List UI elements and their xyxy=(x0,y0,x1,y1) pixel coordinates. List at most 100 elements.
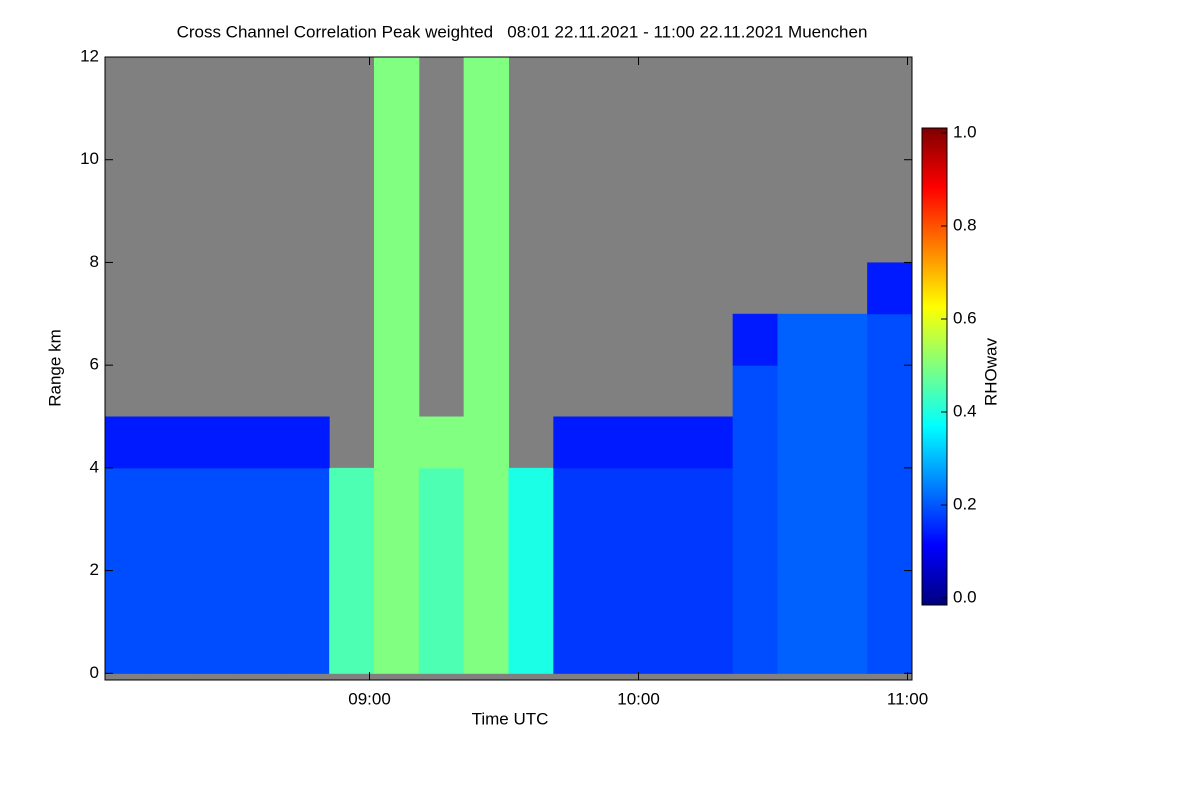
heatmap-cell xyxy=(867,467,913,520)
heatmap-cell xyxy=(463,159,509,212)
heatmap-cell xyxy=(284,570,330,623)
heatmap-cell xyxy=(329,519,375,572)
heatmap-cell xyxy=(374,159,420,212)
heatmap-cell xyxy=(463,57,509,109)
heatmap-cell xyxy=(374,570,420,623)
x-tick-label: 09:00 xyxy=(348,689,391,708)
heatmap-cell xyxy=(239,467,285,520)
heatmap-cell xyxy=(463,416,509,469)
heatmap-cell xyxy=(105,467,151,520)
heatmap-cell xyxy=(867,570,913,623)
heatmap-cell xyxy=(284,519,330,572)
heatmap-cell xyxy=(418,467,465,520)
heatmap-cell xyxy=(374,416,420,469)
heatmap-cell xyxy=(194,467,240,520)
heatmap-cell xyxy=(374,365,420,418)
heatmap-cell xyxy=(463,621,509,674)
x-tick-label: 11:00 xyxy=(887,689,928,708)
heatmap-cell xyxy=(284,416,330,469)
heatmap-cell xyxy=(867,313,913,366)
heatmap-cell xyxy=(732,519,778,572)
heatmap-cell xyxy=(553,519,599,572)
chart-title: Cross Channel Correlation Peak weighted … xyxy=(177,22,868,41)
heatmap-cell xyxy=(643,416,689,469)
plot-frame xyxy=(104,56,913,681)
heatmap-cell xyxy=(374,467,420,520)
heatmap-cell xyxy=(239,519,285,572)
heatmap-cell xyxy=(687,570,734,623)
heatmap-cell xyxy=(822,519,868,572)
heatmap-cell xyxy=(777,365,823,418)
heatmap-cell xyxy=(732,570,778,623)
heatmap-cell xyxy=(822,313,868,366)
heatmap-cell xyxy=(374,621,420,674)
heatmap-cell xyxy=(329,570,375,623)
heatmap-cell xyxy=(643,467,689,520)
heatmap-cell xyxy=(105,621,151,674)
heatmap-cell xyxy=(194,621,240,674)
heatmap-cell xyxy=(418,621,465,674)
heatmap-cell xyxy=(284,621,330,674)
heatmap-cell xyxy=(463,211,509,263)
heatmap-cell xyxy=(687,416,734,469)
heatmap-cell xyxy=(374,211,420,263)
heatmap-cell xyxy=(194,519,240,572)
heatmap-cell xyxy=(822,621,868,674)
heatmap-cell xyxy=(463,519,509,572)
heatmap-cell xyxy=(553,621,599,674)
heatmap-cell xyxy=(463,313,509,366)
colorbar-tick-label: 0.0 xyxy=(953,587,977,606)
heatmap-cell xyxy=(463,262,509,315)
heatmap-cell xyxy=(732,365,778,418)
heatmap-cell xyxy=(867,262,913,315)
heatmap-cell xyxy=(463,365,509,418)
heatmap-cell xyxy=(149,467,196,520)
y-tick-label: 2 xyxy=(90,560,99,579)
y-tick-label: 6 xyxy=(90,355,99,374)
heatmap-cell xyxy=(463,108,509,161)
heatmap-cell xyxy=(418,519,465,572)
heatmap-cell xyxy=(374,262,420,315)
colorbar-tick-label: 0.8 xyxy=(953,215,977,234)
heatmap-cell xyxy=(553,416,599,469)
heatmap-cell xyxy=(194,416,240,469)
heatmap-cell xyxy=(329,621,375,674)
y-axis-label: Range km xyxy=(45,329,64,406)
heatmap-cell xyxy=(508,621,554,674)
heatmap-cell xyxy=(777,416,823,469)
heatmap-cell xyxy=(598,621,644,674)
heatmap-cell xyxy=(777,519,823,572)
heatmap-cell xyxy=(418,570,465,623)
heatmap-cell xyxy=(732,313,778,366)
heatmap-cell xyxy=(239,416,285,469)
heatmap-cell xyxy=(643,621,689,674)
heatmap-cell xyxy=(732,621,778,674)
heatmap-cell xyxy=(598,519,644,572)
heatmap-cell xyxy=(687,621,734,674)
y-tick-label: 0 xyxy=(90,663,99,682)
heatmap-cell xyxy=(374,313,420,366)
heatmap-cell xyxy=(822,416,868,469)
heatmap-cell xyxy=(149,416,196,469)
heatmap-cell xyxy=(687,519,734,572)
heatmap-cell xyxy=(508,570,554,623)
heatmap-cell xyxy=(867,365,913,418)
colorbar xyxy=(921,127,948,606)
heatmap-cell xyxy=(732,416,778,469)
heatmap-cell xyxy=(643,570,689,623)
heatmap-cell xyxy=(418,416,465,469)
heatmap-cell xyxy=(105,519,151,572)
heatmap-cell xyxy=(194,570,240,623)
heatmap-cell xyxy=(777,570,823,623)
heatmap-cell xyxy=(598,570,644,623)
y-tick-label: 10 xyxy=(80,149,99,168)
heatmap-cell xyxy=(239,570,285,623)
heatmap-cell xyxy=(643,519,689,572)
y-tick-label: 8 xyxy=(90,252,99,271)
heatmap-cell xyxy=(463,570,509,623)
heatmap-cell xyxy=(105,416,151,469)
colorbar-tick-label: 0.6 xyxy=(953,308,977,327)
y-tick-label: 4 xyxy=(90,457,99,476)
heatmap-cell xyxy=(687,467,734,520)
